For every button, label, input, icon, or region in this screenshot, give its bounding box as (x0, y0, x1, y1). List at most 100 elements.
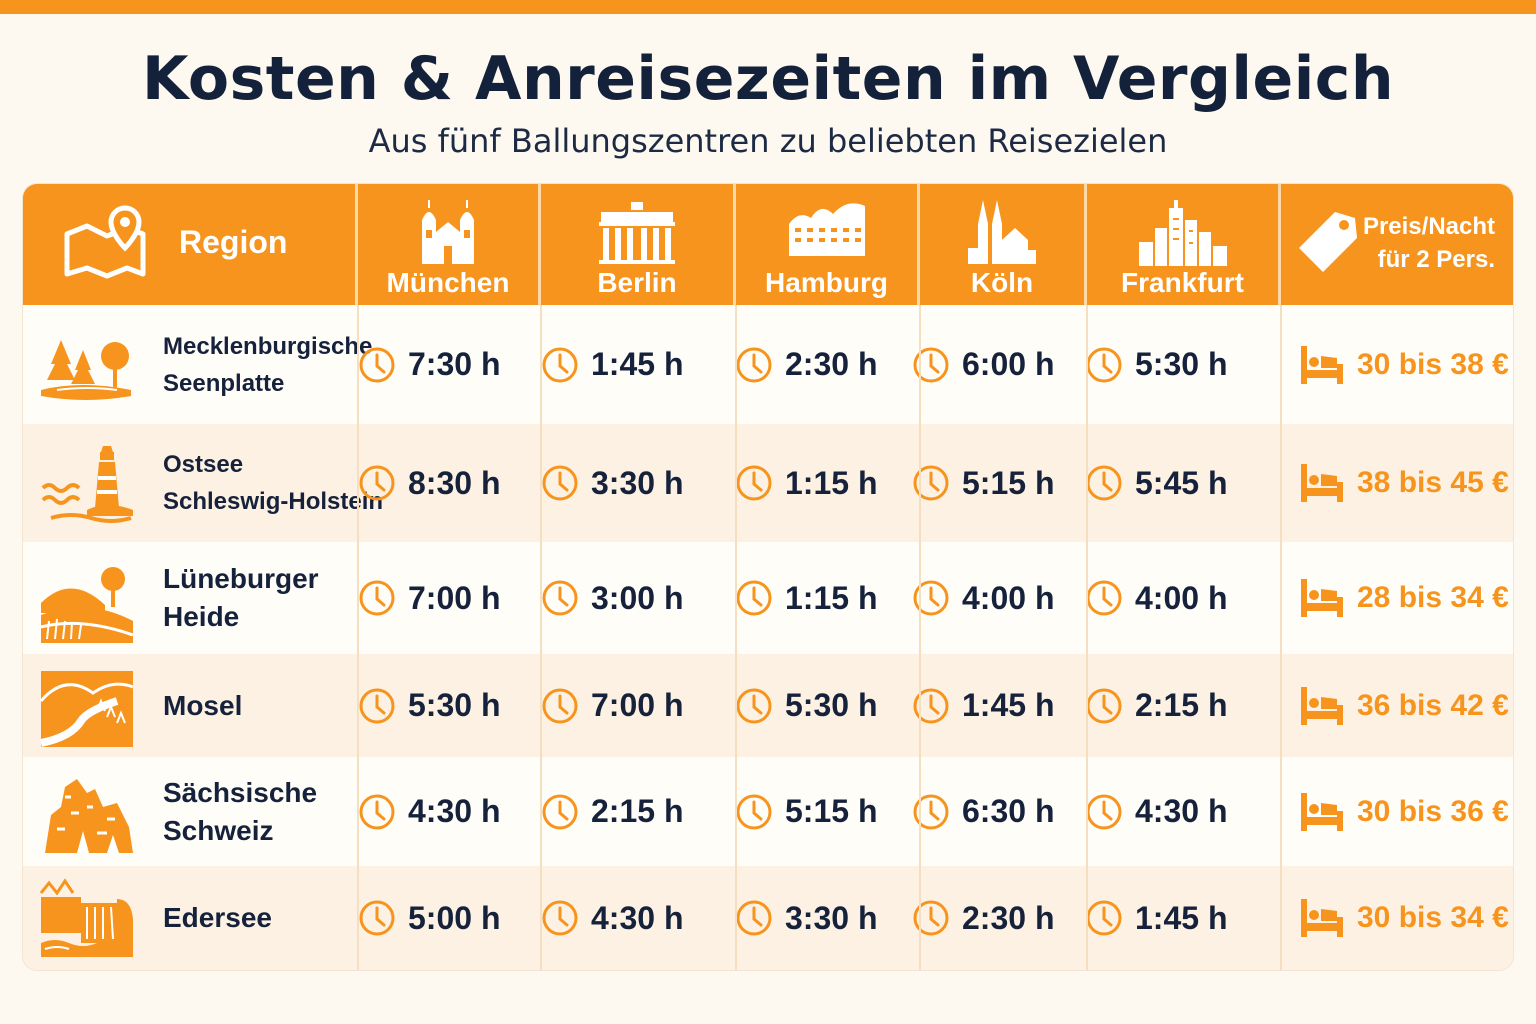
travel-time-elbphilharmonie: 3:30 h (735, 899, 877, 937)
price-per-night: 38 bis 45 € (1299, 462, 1509, 504)
clock-icon (1086, 900, 1122, 936)
header-region: Region (23, 184, 358, 305)
travel-time-value: 2:15 h (591, 793, 684, 829)
table-row: Mosel 5:30 h 7:00 h 5:30 h 1:45 h 2:15 h 36 bi… (23, 654, 1513, 757)
price-cell: 30 bis 34 € (1281, 866, 1513, 970)
city-name-munich: München (386, 267, 510, 298)
dam-lake-icon (39, 878, 133, 957)
header-city-koeln: Köln (920, 184, 1087, 305)
map-pin-icon (64, 205, 146, 279)
travel-time-brandenburg: 2:15 h (541, 793, 683, 831)
price-per-night: 30 bis 34 € (1299, 897, 1509, 939)
clock-icon (736, 465, 772, 501)
region-name-line2: Heide (163, 601, 240, 632)
clock-icon (1086, 465, 1122, 501)
travel-time-value: 4:30 h (591, 899, 684, 936)
clock-icon (913, 900, 949, 936)
region-name: Mosel (163, 687, 242, 725)
travel-time-value: 4:00 h (1135, 579, 1228, 616)
river-valley-icon (39, 670, 134, 747)
travel-time-value: 7:00 h (408, 579, 501, 616)
travel-time-brandenburg: 7:00 h (541, 687, 683, 725)
travel-time-value: 5:00 h (408, 899, 501, 936)
travel-time-value: 5:15 h (785, 793, 878, 829)
region-cell: Mecklenburgische Seenplatte (23, 305, 372, 424)
price-cell: 36 bis 42 € (1281, 654, 1513, 757)
clock-icon (542, 794, 578, 829)
region-name-line1: Mosel (163, 689, 243, 721)
travel-time-value: 2:30 h (785, 346, 878, 382)
travel-time-value: 7:30 h (408, 346, 501, 382)
price-header-line1: Preis/Nacht (1362, 213, 1495, 240)
bed-icon (1301, 464, 1343, 502)
travel-time-brandenburg: 1:45 h (541, 346, 683, 384)
page-subtitle: Aus fünf Ballungszentren zu beliebten Re… (368, 122, 1168, 160)
travel-time-cologne: 2:30 h (912, 899, 1054, 937)
travel-time-value: 6:30 h (962, 793, 1055, 829)
region-cell: Ostsee Schleswig-Holstein (23, 424, 383, 542)
travel-time-elbphilharmonie: 5:15 h (735, 793, 877, 831)
clock-icon (542, 465, 578, 501)
travel-time-value: 5:30 h (408, 687, 501, 723)
travel-time-elbphilharmonie: 2:30 h (735, 346, 877, 384)
travel-time-value: 3:30 h (785, 899, 878, 936)
clock-icon (736, 347, 772, 382)
price-cell: 28 bis 34 € (1281, 542, 1513, 654)
bed-icon (1301, 899, 1343, 937)
table-row: Mecklenburgische Seenplatte 7:30 h 1:45 h 2:… (23, 305, 1513, 424)
region-name: Edersee (163, 899, 272, 937)
travel-time-value: 5:15 h (962, 464, 1055, 501)
lighthouse-icon (41, 446, 133, 523)
region-cell: Mosel (23, 654, 357, 757)
header-price: Preis/Nacht für 2 Pers. (1281, 184, 1513, 305)
travel-time-value: 1:45 h (591, 346, 684, 382)
travel-time-value: 5:30 h (1135, 346, 1228, 382)
top-accent-bar (0, 0, 1536, 14)
column-divider (1280, 305, 1282, 970)
heath-landscape-icon (40, 567, 134, 643)
clock-icon (359, 900, 395, 936)
clock-icon (913, 794, 949, 829)
clock-icon (359, 688, 395, 723)
travel-time-frankfurt: 2:15 h (1085, 687, 1227, 725)
travel-time-value: 6:00 h (962, 346, 1055, 382)
region-name-line2: Schleswig-Holstein (163, 488, 384, 515)
travel-time-value: 8:30 h (408, 464, 501, 501)
city-name-berlin: Berlin (597, 267, 677, 298)
travel-time-value: 5:30 h (785, 687, 878, 723)
region-name-line1: Mecklenburgische (163, 332, 373, 360)
clock-icon (736, 688, 772, 723)
clock-icon (913, 347, 949, 382)
city-name-koeln: Köln (970, 267, 1034, 298)
price-header-label: Preis/Nacht für 2 Pers. (1363, 210, 1495, 276)
region-name: Sächsische Schweiz (163, 774, 317, 850)
travel-time-value: 4:30 h (408, 793, 501, 829)
travel-time-frankfurt: 5:30 h (1085, 346, 1227, 384)
price-cell: 38 bis 45 € (1281, 424, 1513, 542)
forest-lake-icon (41, 339, 131, 400)
column-divider (919, 305, 921, 970)
travel-time-value: 2:30 h (962, 899, 1055, 936)
clock-icon (359, 794, 395, 829)
price-per-night: 30 bis 36 € (1299, 791, 1509, 833)
travel-time-value: 5:45 h (1135, 464, 1228, 501)
price-header-line2: für 2 Pers. (1377, 246, 1495, 273)
column-divider (1086, 305, 1088, 970)
travel-time-frankfurt: 1:45 h (1085, 899, 1227, 937)
travel-time-value: 1:45 h (1135, 899, 1228, 936)
region-name-line1: Ostsee (163, 451, 244, 478)
clock-icon (542, 347, 578, 382)
clock-icon (1086, 580, 1122, 616)
table-row: Ostsee Schleswig-Holstein 8:30 h 3:30 h 1:15… (23, 424, 1513, 542)
column-divider (357, 305, 359, 970)
price-tag-icon (1299, 212, 1357, 272)
frankfurt-skyline-icon (1138, 200, 1227, 266)
travel-time-elbphilharmonie: 1:15 h (735, 464, 877, 502)
travel-time-cologne: 5:15 h (912, 464, 1054, 502)
travel-time-value: 1:15 h (785, 464, 878, 501)
region-name-line2: Seenplatte (163, 369, 285, 397)
travel-time-value: 4:30 h (1135, 793, 1228, 829)
city-name-hamburg: Hamburg (765, 267, 888, 298)
sandstone-rocks-icon (45, 778, 133, 853)
travel-time-munich: 4:30 h (358, 793, 500, 831)
